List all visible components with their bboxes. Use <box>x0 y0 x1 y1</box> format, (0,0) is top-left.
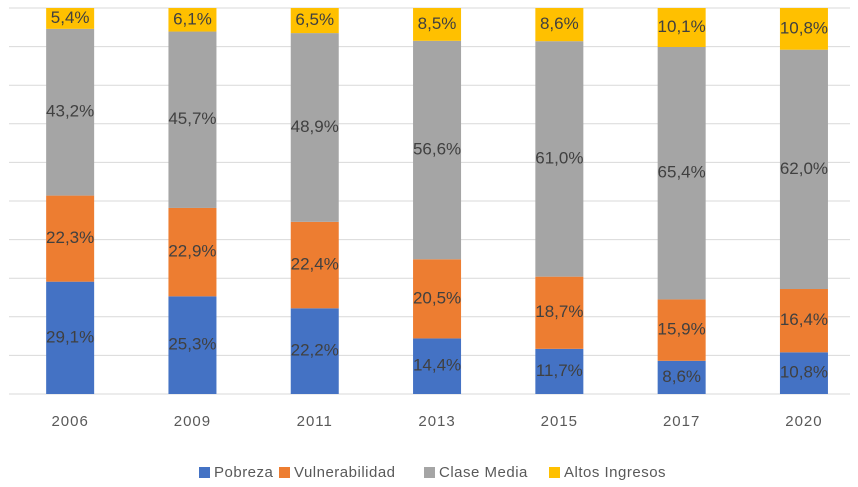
bar-segment <box>46 195 95 282</box>
data-label: 22,2% <box>291 341 339 360</box>
legend-label: Altos Ingresos <box>564 464 666 481</box>
bar-segment <box>535 8 584 42</box>
data-label: 15,9% <box>658 320 706 339</box>
data-label: 8,5% <box>418 14 457 33</box>
bar-segment <box>290 221 339 309</box>
data-label: 22,9% <box>168 242 216 261</box>
data-label: 8,6% <box>540 14 579 33</box>
data-label: 45,7% <box>168 109 216 128</box>
legend-swatch <box>424 467 435 478</box>
legend-label: Vulnerabilidad <box>294 464 396 481</box>
data-label: 43,2% <box>46 102 94 121</box>
data-label: 8,6% <box>662 367 701 386</box>
data-label: 18,7% <box>535 302 583 321</box>
data-label: 20,5% <box>413 288 461 307</box>
data-label: 62,0% <box>780 159 828 178</box>
bar-segment <box>168 31 217 208</box>
bar-segment <box>290 308 339 394</box>
bar-segment <box>46 8 95 29</box>
bar-segment <box>413 40 462 260</box>
bar-segment <box>535 348 584 394</box>
data-label: 10,8% <box>780 18 828 37</box>
data-label: 14,4% <box>413 356 461 375</box>
x-tick-label: 2011 <box>297 413 333 430</box>
bar-segment <box>168 8 217 32</box>
x-tick-label: 2020 <box>785 413 822 430</box>
data-label: 22,4% <box>291 255 339 274</box>
bar-segment <box>168 207 217 297</box>
bar-segment <box>657 299 706 361</box>
bar-segment <box>657 8 706 47</box>
bar-segment <box>290 8 339 34</box>
data-label: 5,4% <box>51 8 90 27</box>
x-tick-label: 2015 <box>541 413 578 430</box>
data-label: 61,0% <box>535 148 583 167</box>
bar-segment <box>535 41 584 277</box>
bar-segment <box>779 49 828 290</box>
x-tick-label: 2013 <box>418 413 455 430</box>
bar-segment <box>657 46 706 300</box>
data-label: 48,9% <box>291 117 339 136</box>
bar-segment <box>168 296 217 394</box>
legend-label: Clase Media <box>439 464 528 481</box>
data-label: 6,5% <box>295 10 334 29</box>
bar-segment <box>657 360 706 394</box>
data-label: 6,1% <box>173 9 212 28</box>
bar-segment <box>779 289 828 353</box>
legend-swatch <box>549 467 560 478</box>
legend-swatch <box>199 467 210 478</box>
data-label: 29,1% <box>46 327 94 346</box>
bar-segment <box>290 33 339 222</box>
x-tick-label: 2017 <box>663 413 700 430</box>
bar-segment <box>46 28 95 196</box>
bar-segment <box>413 8 462 41</box>
data-label: 16,4% <box>780 310 828 329</box>
data-label: 56,6% <box>413 140 461 159</box>
data-label: 10,8% <box>780 363 828 382</box>
data-label: 25,3% <box>168 335 216 354</box>
bar-segment <box>413 338 462 394</box>
data-label: 65,4% <box>658 163 706 182</box>
data-label: 10,1% <box>658 17 706 36</box>
bar-segment <box>779 8 828 50</box>
bar-segment <box>413 259 462 339</box>
bar-segment <box>535 276 584 349</box>
legend-label: Pobreza <box>214 464 274 481</box>
x-tick-label: 2006 <box>51 413 88 430</box>
data-label: 22,3% <box>46 228 94 247</box>
legend-swatch <box>279 467 290 478</box>
bar-segment <box>46 281 95 394</box>
x-tick-label: 2009 <box>174 413 211 430</box>
bar-segment <box>779 352 828 394</box>
data-label: 11,7% <box>536 361 583 380</box>
